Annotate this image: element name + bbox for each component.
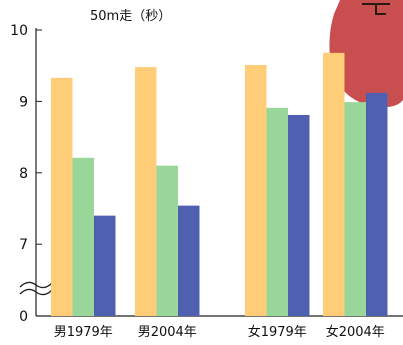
y-tick-labels: 10 9 8 7 0 <box>10 23 42 325</box>
y-axis-unit-label: 50m走（秒） <box>90 9 171 24</box>
bar <box>366 92 388 316</box>
bar <box>135 67 157 317</box>
bars <box>51 52 388 317</box>
x-tick-label: 男2004年 <box>138 325 197 340</box>
bar <box>323 52 345 317</box>
y-tick-label: 8 <box>19 166 28 182</box>
x-tick-label: 男1979年 <box>54 325 113 340</box>
bar <box>156 165 178 316</box>
bar <box>51 77 73 316</box>
corner-decoration-detail <box>362 3 390 15</box>
axis-break-mark <box>19 281 53 289</box>
bar <box>94 215 116 316</box>
bar <box>266 107 288 317</box>
y-tick-label: 9 <box>19 94 28 110</box>
bar <box>178 205 200 316</box>
bar <box>245 64 267 317</box>
y-tick-label: 0 <box>19 309 28 325</box>
x-tick-label: 女2004年 <box>326 324 385 340</box>
axis-break-mark <box>19 288 53 296</box>
x-tick-label: 女1979年 <box>248 324 307 340</box>
y-tick-label: 10 <box>10 23 28 39</box>
x-tick-labels: 男1979年 男2004年 女1979年 女2004年 <box>54 324 385 340</box>
bar <box>72 157 94 316</box>
corner-decoration <box>329 0 403 108</box>
decorative-shape <box>329 0 403 108</box>
y-tick-label: 7 <box>19 237 28 253</box>
bar <box>344 102 366 316</box>
bar <box>288 114 310 316</box>
